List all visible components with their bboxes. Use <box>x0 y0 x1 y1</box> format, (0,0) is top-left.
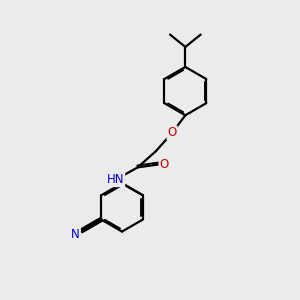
Text: O: O <box>167 126 177 140</box>
Text: O: O <box>160 158 169 171</box>
Text: HN: HN <box>107 173 124 186</box>
Text: N: N <box>71 228 80 241</box>
